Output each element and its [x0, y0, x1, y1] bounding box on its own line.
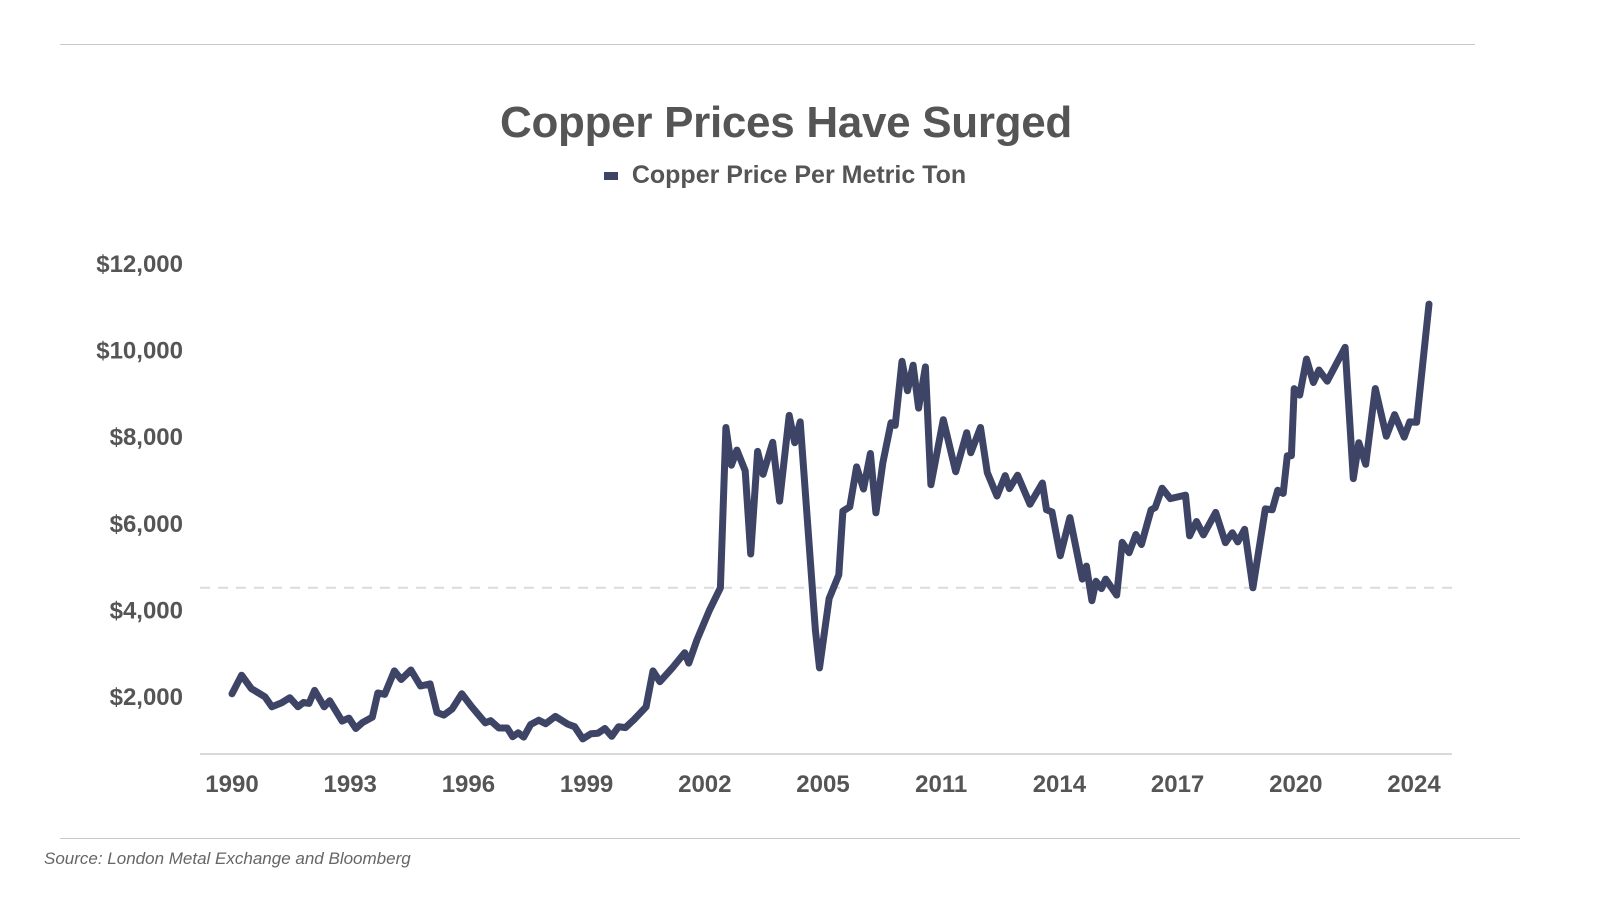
x-tick-label: 1993 [324, 771, 377, 798]
x-tick-label: 2024 [1387, 771, 1441, 798]
y-axis-ticks: $2,000 $4,000 $6,000 $8,000 $10,000 $12,000 [96, 251, 183, 711]
legend-label: Copper Price Per Metric Ton [631, 161, 967, 189]
source-note: Source: London Metal Exchange and Bloomb… [44, 849, 411, 868]
legend: Copper Price Per Metric Ton [0, 161, 1570, 190]
y-tick-label: $4,000 [110, 597, 183, 624]
x-tick-label: 2002 [678, 771, 731, 798]
x-tick-label: 2020 [1269, 771, 1322, 798]
x-tick-label: 1996 [442, 771, 495, 798]
x-tick-label: 2017 [1151, 771, 1204, 798]
x-tick-label: 2005 [796, 771, 849, 798]
legend-swatch [603, 171, 618, 180]
x-tick-label: 1999 [560, 771, 613, 798]
y-tick-label: $2,000 [110, 684, 183, 711]
y-tick-label: $12,000 [96, 251, 183, 278]
y-tick-label: $10,000 [96, 338, 183, 365]
y-tick-label: $6,000 [110, 511, 183, 538]
y-tick-label: $8,000 [110, 424, 183, 451]
chart-title: Copper Prices Have Surged [499, 98, 1073, 147]
x-tick-label: 1990 [205, 771, 258, 798]
x-axis-ticks: 1990 1993 1996 1999 2002 2005 2011 2014 2017 2020… [205, 771, 1441, 798]
series-layer [228, 300, 1433, 743]
x-tick-label: 2011 [915, 771, 967, 798]
bottom-divider [60, 838, 1520, 839]
x-tick-label: 2014 [1033, 771, 1087, 798]
series-line-copper-price [228, 300, 1433, 743]
top-divider [60, 44, 1475, 45]
